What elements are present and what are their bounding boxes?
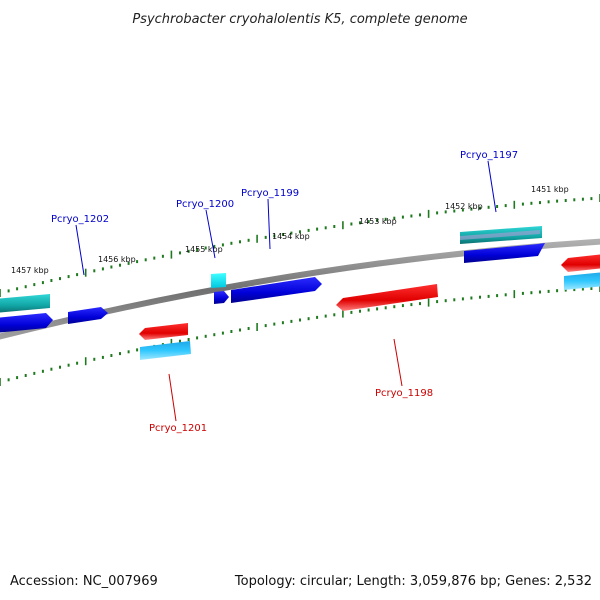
leader-Pcryo_1197 [487,160,497,213]
kbp-label-1452: 1452 kbp [445,202,483,211]
kbp-label-1456: 1456 kbp [98,255,136,264]
gene-label-Pcryo_1199[interactable]: Pcryo_1199 [241,188,299,199]
gene-Pcryo_1197[interactable] [460,226,545,263]
gene-Pcryo_1199[interactable] [231,277,322,303]
kbp-label-1451: 1451 kbp [531,185,569,194]
gene-unlabeled-left [0,294,53,333]
kbp-label-1455: 1455 kbp [185,245,223,254]
gene-label-Pcryo_1202[interactable]: Pcryo_1202 [51,214,109,225]
gene-label-Pcryo_1198[interactable]: Pcryo_1198 [375,388,433,399]
leader-Pcryo_1199 [267,198,271,250]
gene-label-Pcryo_1200[interactable]: Pcryo_1200 [176,199,234,210]
inner-tick-ring [0,284,600,386]
gene-label-Pcryo_1197[interactable]: Pcryo_1197 [460,150,518,161]
map-title: Psychrobacter cryohalolentis K5, complet… [132,12,467,27]
kbp-label-1457: 1457 kbp [11,266,49,275]
leader-Pcryo_1200 [205,209,216,259]
gene-Pcryo_1200[interactable] [211,273,229,304]
leader-Pcryo_1198 [393,338,403,387]
kbp-label-1454: 1454 kbp [272,232,310,241]
gene-Pcryo_1198[interactable] [336,284,438,311]
leader-Pcryo_1201 [168,373,177,422]
leader-Pcryo_1202 [75,224,85,276]
outer-tick-ring [0,194,600,297]
gene-Pcryo_1202[interactable] [68,307,108,324]
kbp-label-1453: 1453 kbp [359,217,397,226]
gene-label-Pcryo_1201[interactable]: Pcryo_1201 [149,423,207,434]
genome-summary-text: Topology: circular; Length: 3,059,876 bp… [234,574,592,589]
gene-Pcryo_1201[interactable] [139,323,191,360]
gene-unlabeled-right [561,254,600,290]
accession-text: Accession: NC_007969 [10,574,158,589]
